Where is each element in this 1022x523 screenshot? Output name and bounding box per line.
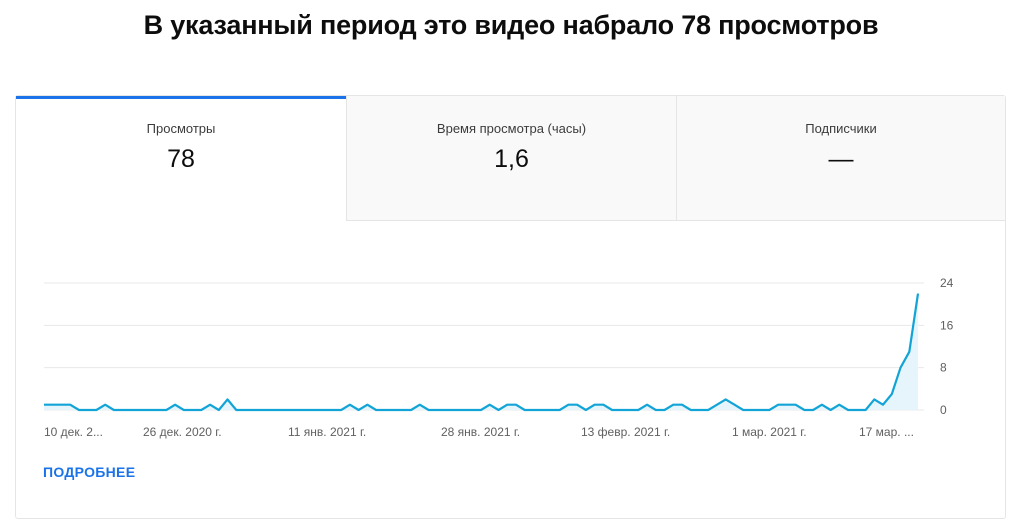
x-tick-label: 10 дек. 2... (44, 425, 103, 439)
more-link[interactable]: ПОДРОБНЕЕ (43, 464, 136, 480)
tab-subscribers-label: Подписчики (805, 121, 877, 136)
tab-views[interactable]: Просмотры 78 (16, 96, 346, 221)
views-chart: 24 16 8 0 10 дек. 2... 26 дек. 2020 г. 11 янв.… (43, 276, 954, 439)
y-tick-label: 16 (940, 318, 954, 332)
tab-subscribers[interactable]: Подписчики — (676, 96, 1005, 221)
y-tick-label: 8 (940, 361, 947, 375)
series-area (44, 293, 918, 410)
tab-views-value: 78 (167, 145, 195, 173)
x-tick-label: 28 янв. 2021 г. (441, 425, 520, 439)
x-tick-label: 11 янв. 2021 г. (288, 425, 366, 439)
x-tick-label: 17 мар. ... (859, 425, 914, 439)
x-tick-label: 1 мар. 2021 г. (732, 425, 807, 439)
y-tick-label: 0 (940, 403, 947, 417)
tab-watch-time-label: Время просмотра (часы) (436, 121, 587, 136)
tab-subscribers-value: — (828, 145, 854, 173)
x-tick-label: 26 дек. 2020 г. (143, 425, 222, 439)
page-title: В указанный период это видео набрало 78 … (143, 10, 879, 40)
tab-views-label: Просмотры (146, 121, 216, 136)
analytics-card: Просмотры 78 Время просмотра (часы) 1,6 … (15, 95, 1006, 519)
y-tick-label: 24 (940, 276, 954, 290)
tab-watch-time-value: 1,6 (494, 145, 529, 173)
x-tick-label: 13 февр. 2021 г. (581, 425, 670, 439)
tab-watch-time[interactable]: Время просмотра (часы) 1,6 (346, 96, 676, 221)
series-line (44, 293, 920, 412)
metric-tabs: Просмотры 78 Время просмотра (часы) 1,6 … (16, 96, 1005, 221)
